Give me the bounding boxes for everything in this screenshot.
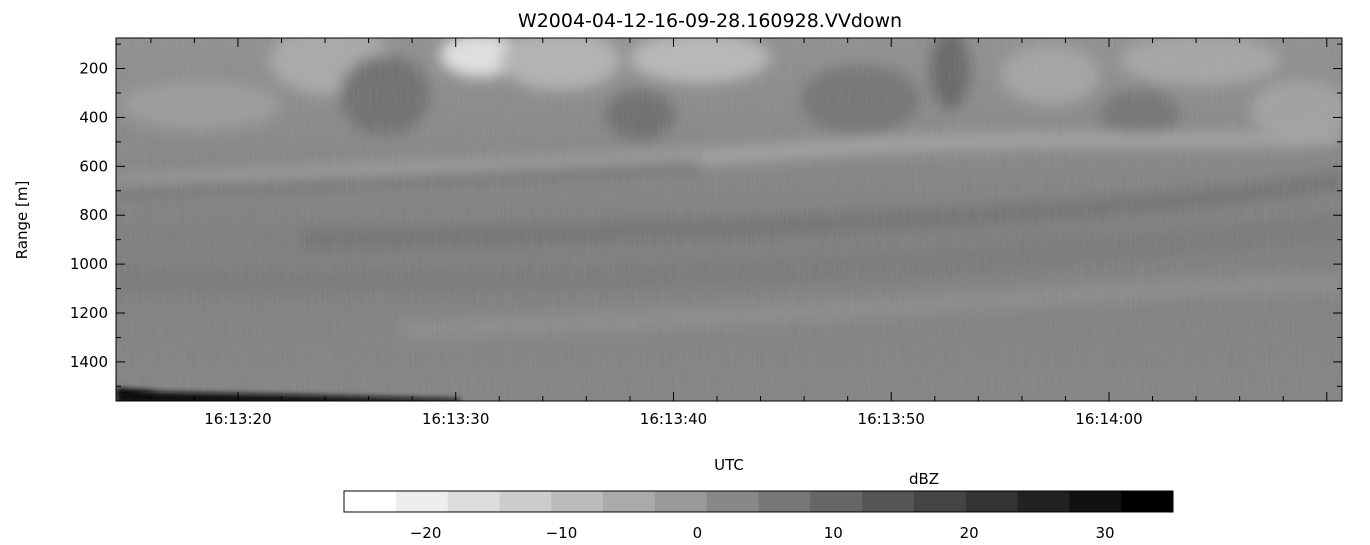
x-tick-label: 16:13:50 [858, 410, 925, 428]
plot-area [116, 38, 1342, 401]
y-tick-label: 400 [79, 108, 108, 126]
colorbar-swatch [499, 491, 552, 512]
colorbar-frame [343, 490, 1174, 513]
y-tick-label: 800 [79, 206, 108, 224]
colorbar-tick-label: 10 [824, 524, 843, 542]
colorbar-tick-label: 0 [693, 524, 703, 542]
colorbar-tick-label: 30 [1096, 524, 1115, 542]
x-axis-label: UTC [714, 456, 744, 474]
y-axis: 200 400 600 800 1000 1200 1400 [70, 43, 1342, 387]
colorbar-swatch [965, 491, 1019, 512]
colorbar-swatch [551, 491, 604, 512]
y-tick-label: 1400 [70, 353, 108, 371]
colorbar-swatch [706, 491, 759, 512]
colorbar-swatch [654, 491, 708, 512]
colorbar-swatch [395, 491, 449, 512]
y-tick-label: 200 [79, 60, 108, 78]
colorbar-swatch [344, 491, 397, 512]
x-axis: 16:13:20 16:13:30 16:13:40 16:13:50 16:14:00 [150, 38, 1328, 428]
colorbar-swatch [1121, 491, 1174, 512]
x-tick-label: 16:13:20 [204, 410, 271, 428]
colorbar-swatch [862, 491, 915, 512]
colorbar-swatch [913, 491, 967, 512]
x-tick-label: 16:13:40 [640, 410, 707, 428]
y-tick-label: 1200 [70, 304, 108, 322]
colorbar-tick-label: 20 [960, 524, 979, 542]
y-tick-label: 600 [79, 157, 108, 175]
colorbar-swatch [758, 491, 811, 512]
x-tick-label: 16:13:30 [422, 410, 489, 428]
x-tick-label: 16:14:00 [1075, 410, 1142, 428]
plot-frame [115, 37, 1343, 402]
y-axis-label: Range [m] [13, 181, 31, 260]
y-tick-label: 1000 [70, 255, 108, 273]
colorbar: −20 −10 0 10 20 30 [343, 490, 1174, 542]
colorbar-swatch [810, 491, 863, 512]
colorbar-tick-label: −20 [410, 524, 442, 542]
colorbar-swatch [1069, 491, 1122, 512]
chart-title: W2004-04-12-16-09-28.160928.VVdown [518, 10, 902, 32]
colorbar-tick-label: −10 [546, 524, 578, 542]
ground-clutter [116, 388, 460, 401]
colorbar-label: dBZ [909, 470, 939, 488]
colorbar-swatch [1017, 491, 1070, 512]
noise-streaks [116, 38, 1342, 401]
colorbar-swatch [447, 491, 500, 512]
colorbar-swatch [603, 491, 656, 512]
